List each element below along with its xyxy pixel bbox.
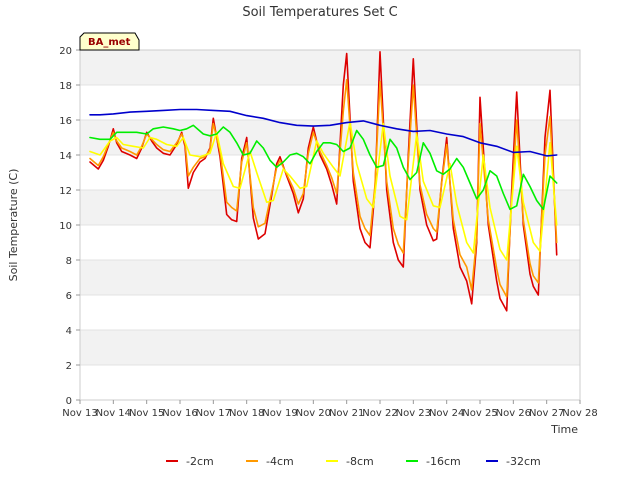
grid-band [80, 330, 580, 365]
y-tick-label: 2 [66, 361, 72, 372]
x-tick-label: Nov 25 [462, 408, 497, 419]
grid-band [80, 190, 580, 225]
y-tick-label: 16 [59, 116, 72, 127]
y-tick-label: 18 [59, 81, 72, 92]
legend-label: -2cm [186, 455, 214, 468]
y-tick-label: 6 [66, 291, 72, 302]
badge-label: BA_met [88, 37, 131, 48]
y-axis: 0 2 4 6 8 10 12 14 16 18 20 [59, 46, 80, 407]
series-line-minus-16cm [89, 124, 558, 211]
y-tick-label: 20 [59, 46, 72, 57]
x-tick-label: Nov 20 [296, 408, 331, 419]
grid-band [80, 50, 580, 85]
x-tick-label: Nov 24 [429, 408, 464, 419]
grid-band [80, 260, 580, 295]
x-tick-label: Nov 19 [262, 408, 297, 419]
grid-bands [80, 50, 580, 365]
legend: -2cm -4cm -8cm -16cm -32cm [166, 455, 541, 468]
badge: BA_met [79, 32, 140, 51]
x-tick-label: Nov 22 [362, 408, 397, 419]
y-tick-label: 10 [59, 221, 72, 232]
x-tick-label: Nov 16 [162, 408, 197, 419]
x-tick-label: Nov 21 [329, 408, 364, 419]
x-tick-label: Nov 26 [496, 408, 531, 419]
x-tick-label: Nov 13 [62, 408, 97, 419]
x-tick-label: Nov 27 [529, 408, 564, 419]
x-tick-label: Nov 28 [562, 408, 597, 419]
x-tick-label: Nov 17 [196, 408, 231, 419]
y-tick-label: 12 [59, 186, 72, 197]
badge-box [79, 32, 140, 51]
legend-label: -4cm [266, 455, 294, 468]
legend-label: -8cm [346, 455, 374, 468]
x-tick-label: Nov 18 [229, 408, 264, 419]
x-tick-label: Nov 15 [129, 408, 164, 419]
legend-label: -16cm [426, 455, 461, 468]
y-axis-label: Soil Temperature (C) [7, 169, 20, 282]
series-lines [89, 50, 558, 312]
series-line-minus-8cm [89, 121, 558, 261]
y-tick-label: 0 [66, 396, 72, 407]
chart-title: Soil Temperatures Set C [242, 5, 397, 20]
y-tick-label: 8 [66, 256, 72, 267]
series-line-minus-4cm [89, 79, 558, 298]
x-tick-label: Nov 23 [396, 408, 431, 419]
y-tick-label: 4 [66, 326, 72, 337]
x-tick-label: Nov 14 [96, 408, 131, 419]
legend-label: -32cm [506, 455, 541, 468]
x-axis-label: Time [550, 423, 578, 436]
y-tick-label: 14 [59, 151, 72, 162]
series-line-minus-32cm [89, 108, 558, 157]
